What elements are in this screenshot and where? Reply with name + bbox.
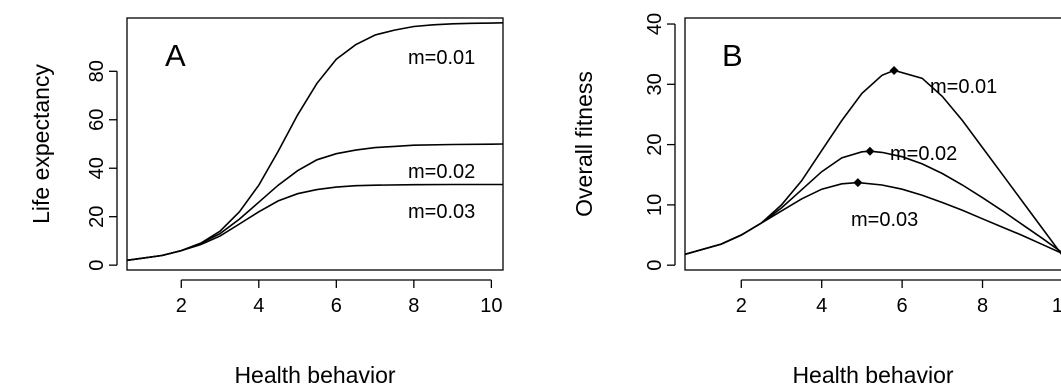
panel-b-series-1-peak-marker <box>889 65 899 75</box>
panel-a-y-tick-label: 80 <box>86 60 108 82</box>
panel-b-x-tick-label: 4 <box>816 295 827 317</box>
panel-b-y-tick-label: 20 <box>644 133 666 155</box>
panel-a-y-tick-label: 0 <box>86 260 108 271</box>
panel-b-x-axis: 2 4 6 8 10 <box>736 279 1061 317</box>
panel-b-series-2-peak-marker <box>865 146 875 156</box>
panel-a-y-tick-label: 60 <box>86 109 108 131</box>
panel-a-series-label-m002: m=0.02 <box>408 161 475 183</box>
panel-b-series-label-m002: m=0.02 <box>890 143 957 165</box>
panel-a-x-axis-title: Health behavior <box>234 362 395 387</box>
panel-b-series-2-line <box>685 150 1061 256</box>
panel-b-series-label-m001: m=0.01 <box>930 76 997 98</box>
panel-a-series-3-line <box>127 183 503 262</box>
panel-a-series-label-m003: m=0.03 <box>408 201 475 223</box>
panel-a-curves <box>127 22 503 262</box>
panel-b-y-axis: 0 10 20 30 40 <box>644 13 676 271</box>
panel-a-x-tick-label: 6 <box>331 295 342 317</box>
panel-b-series-3-peak-marker <box>853 178 863 188</box>
panel-a-x-tick-label: 8 <box>408 295 419 317</box>
panel-a-y-axis: 0 20 40 60 80 <box>86 60 118 271</box>
panel-a-x-tick-label: 10 <box>480 295 502 317</box>
panel-b-y-axis-title: Overall fitness <box>571 71 597 217</box>
panel-b-x-tick-label: 10 <box>1052 295 1061 317</box>
panel-b-y-tick-label: 30 <box>644 73 666 95</box>
panel-a-y-axis-title: Life expectancy <box>28 64 54 224</box>
panel-a-x-tick-label: 2 <box>176 295 187 317</box>
panel-b-curves <box>685 65 1061 256</box>
panel-b-frame <box>684 17 1061 271</box>
panel-a: 0 20 40 60 80 2 4 6 8 10 A Health behavior Life … <box>28 17 504 387</box>
panel-b-y-tick-label: 10 <box>644 194 666 216</box>
panel-a-series-2-line <box>127 143 503 262</box>
panel-b-series-1-line <box>685 69 1061 256</box>
panel-b-x-tick-label: 6 <box>897 295 908 317</box>
panel-a-y-tick-label: 40 <box>86 157 108 179</box>
panel-b-x-axis-title: Health behavior <box>792 362 953 387</box>
panel-b-label: B <box>722 38 743 73</box>
panel-b-y-tick-label: 40 <box>644 13 666 35</box>
panel-b: 0 10 20 30 40 2 4 6 8 10 B Health behavior Overa… <box>571 13 1061 387</box>
panel-a-x-tick-label: 4 <box>253 295 264 317</box>
panel-b-series-label-m003: m=0.03 <box>851 209 918 231</box>
panel-b-y-tick-label: 0 <box>644 260 666 271</box>
panel-b-x-tick-label: 8 <box>977 295 988 317</box>
panel-a-series-label-m001: m=0.01 <box>408 47 475 69</box>
panel-a-x-axis: 2 4 6 8 10 <box>176 279 502 317</box>
panel-a-y-tick-label: 20 <box>86 206 108 228</box>
panel-a-label: A <box>165 38 186 73</box>
panel-b-series-3-line <box>685 181 1061 256</box>
panel-b-x-tick-label: 2 <box>736 295 747 317</box>
